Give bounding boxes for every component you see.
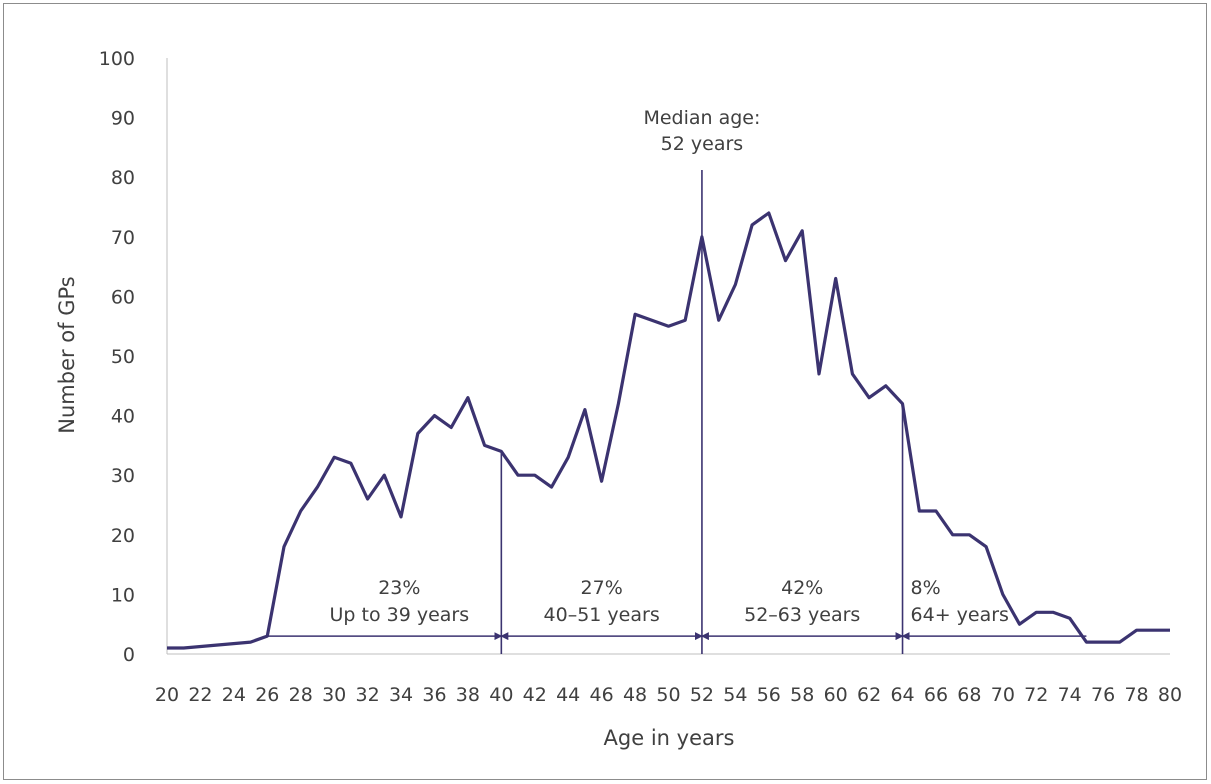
segment-percent: 42% <box>781 577 823 599</box>
y-tick-label: 20 <box>111 525 135 547</box>
x-tick-label: 34 <box>389 684 413 706</box>
series-line <box>167 211 1170 650</box>
x-tick-label: 62 <box>857 684 881 706</box>
y-tick-label: 30 <box>111 465 135 487</box>
segment-percent: 27% <box>581 577 623 599</box>
x-tick-label: 68 <box>957 684 981 706</box>
y-axis: 0 10 20 30 40 50 60 70 80 90 100 <box>99 48 168 666</box>
x-tick-label: 26 <box>255 684 279 706</box>
y-axis-title: Number of GPs <box>55 276 79 433</box>
x-tick-label: 28 <box>289 684 313 706</box>
x-tick-label: 54 <box>723 684 747 706</box>
x-tick-label: 64 <box>890 684 914 706</box>
y-tick-label: 70 <box>111 227 135 249</box>
x-tick-label: 80 <box>1158 684 1182 706</box>
x-tick-label: 52 <box>690 684 714 706</box>
segment-percent: 8% <box>911 577 941 599</box>
x-tick-label: 58 <box>790 684 814 706</box>
x-tick-label: 76 <box>1091 684 1115 706</box>
y-tick-label: 100 <box>99 48 135 70</box>
y-tick-label: 40 <box>111 406 135 428</box>
y-tick-label: 0 <box>123 644 135 666</box>
x-tick-label: 32 <box>356 684 380 706</box>
segment-label: 64+ years <box>911 604 1009 626</box>
median-label-line1: Median age: <box>643 107 760 129</box>
chart-frame <box>3 3 1207 780</box>
segment-label: Up to 39 years <box>330 604 470 626</box>
x-tick-label: 20 <box>155 684 179 706</box>
y-tick-label: 80 <box>111 167 135 189</box>
x-tick-label: 30 <box>322 684 346 706</box>
x-tick-label: 74 <box>1058 684 1082 706</box>
x-tick-label: 66 <box>924 684 948 706</box>
x-tick-label: 44 <box>556 684 580 706</box>
x-tick-label: 42 <box>523 684 547 706</box>
x-tick-label: 50 <box>656 684 680 706</box>
x-tick-label: 70 <box>991 684 1015 706</box>
plot-area <box>167 211 1170 650</box>
x-tick-label: 46 <box>590 684 614 706</box>
x-axis-title: Age in years <box>604 726 735 750</box>
y-tick-label: 10 <box>111 584 135 606</box>
x-tick-label: 36 <box>422 684 446 706</box>
segment-percent: 23% <box>378 577 420 599</box>
x-tick-label: 78 <box>1124 684 1148 706</box>
x-tick-label: 60 <box>824 684 848 706</box>
x-tick-label: 72 <box>1024 684 1048 706</box>
median-label-line2: 52 years <box>661 133 744 155</box>
y-tick-label: 60 <box>111 286 135 308</box>
annotations: Median age: 52 years 23% Up to 39 years 27% 4… <box>267 107 1087 654</box>
x-tick-label: 40 <box>489 684 513 706</box>
x-tick-label: 56 <box>757 684 781 706</box>
y-tick-label: 90 <box>111 108 135 130</box>
x-axis: 20 22 24 26 28 30 32 34 36 38 40 42 44 46 48 50 52 54 56 58… <box>155 653 1182 706</box>
x-tick-label: 38 <box>456 684 480 706</box>
x-tick-label: 22 <box>188 684 212 706</box>
segment-label: 40–51 years <box>544 604 660 626</box>
x-tick-label: 48 <box>623 684 647 706</box>
x-tick-label: 24 <box>222 684 246 706</box>
y-tick-label: 50 <box>111 346 135 368</box>
segment-label: 52–63 years <box>744 604 860 626</box>
